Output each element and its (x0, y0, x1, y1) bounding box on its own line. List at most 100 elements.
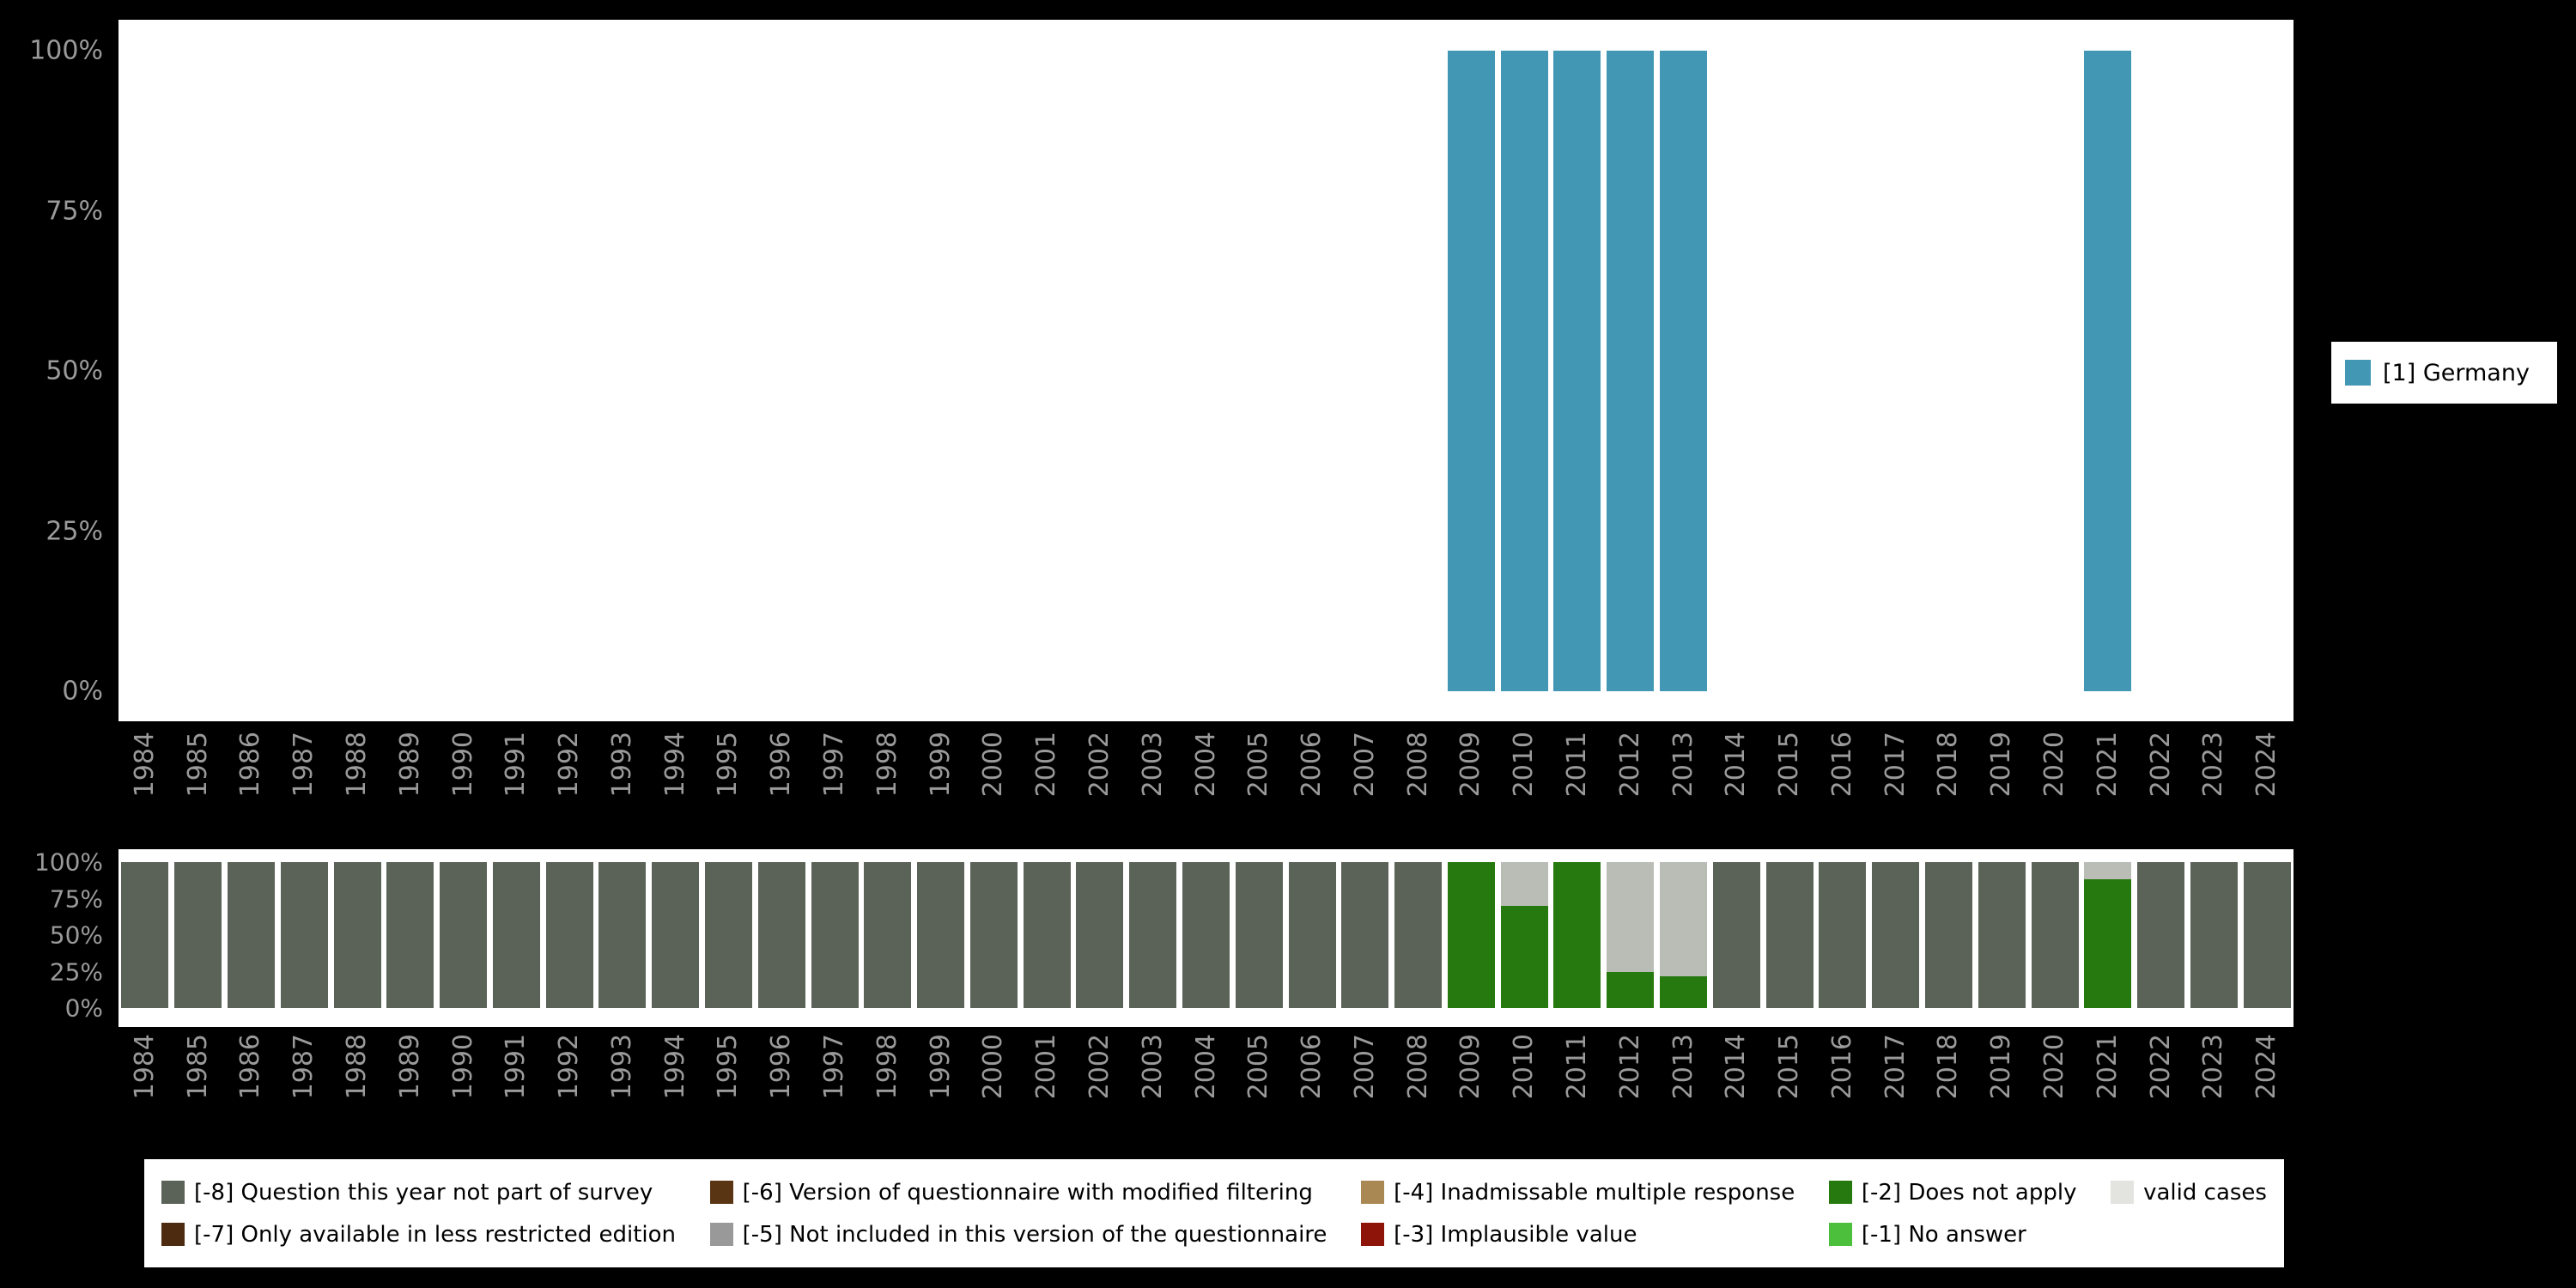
stack-2003 (1129, 862, 1177, 1008)
bar-slot-2010 (1498, 51, 1551, 691)
year-tick: 1985 (172, 1034, 225, 1128)
stack-slot-2014 (1710, 862, 1763, 1008)
stack-1995 (704, 862, 752, 1008)
stack-2010 (1500, 862, 1548, 1008)
year-tick: 2002 (1073, 1034, 1127, 1128)
year-tick: 2003 (1127, 1034, 1180, 1128)
year-tick-label: 2013 (1668, 732, 1698, 798)
stack-1994 (652, 862, 700, 1008)
bar-slot-1986 (225, 51, 278, 691)
stack-segment (280, 862, 328, 1008)
year-tick-label: 1998 (872, 732, 902, 798)
bar-slot-1996 (755, 51, 808, 691)
year-tick-label: 1997 (819, 732, 850, 798)
year-tick-label: 1996 (766, 1034, 797, 1100)
stack-slot-2020 (2028, 862, 2081, 1008)
stack-2024 (2243, 862, 2291, 1008)
year-tick: 2007 (1339, 732, 1392, 826)
legend-label: [-8] Question this year not part of surv… (194, 1179, 653, 1206)
year-tick: 2013 (1657, 732, 1710, 826)
year-tick: 1992 (543, 1034, 596, 1128)
stack-slot-2017 (1869, 862, 1923, 1008)
bar-slot-2012 (1604, 51, 1657, 691)
legend-item: [-3] Implausible value (1361, 1222, 1795, 1248)
year-tick: 2005 (1232, 1034, 1285, 1128)
year-tick: 2011 (1551, 732, 1604, 826)
stack-2007 (1341, 862, 1389, 1008)
bar-slot-2008 (1392, 51, 1445, 691)
bar-slot-1990 (437, 51, 490, 691)
bar-slot-1987 (277, 51, 331, 691)
stack-segment (1660, 862, 1708, 976)
year-tick: 2009 (1445, 1034, 1498, 1128)
y-tick-label: 75% (46, 196, 103, 226)
legend-swatch (161, 1223, 185, 1246)
stack-slot-2005 (1232, 862, 1285, 1008)
year-tick: 2015 (1763, 732, 1816, 826)
bar-slot-1998 (861, 51, 914, 691)
stack-segment (1500, 906, 1548, 1008)
y-tick-label: 100% (29, 35, 103, 66)
legend-label: [-6] Version of questionnaire with modif… (742, 1179, 1313, 1206)
stack-slot-2004 (1180, 862, 1233, 1008)
bar-slot-2014 (1710, 51, 1763, 691)
bar-slot-1993 (596, 51, 649, 691)
year-tick-label: 2011 (1561, 732, 1592, 798)
year-tick: 2023 (2187, 732, 2240, 826)
year-tick: 1989 (384, 1034, 437, 1128)
stack-slot-1984 (118, 862, 172, 1008)
year-tick-label: 2012 (1614, 1034, 1645, 1100)
top-chart-plot-area (118, 20, 2293, 721)
legend-item: [-6] Version of questionnaire with modif… (709, 1179, 1327, 1206)
stack-slot-2009 (1445, 862, 1498, 1008)
stack-1990 (440, 862, 488, 1008)
y-tick-label: 50% (46, 355, 103, 386)
legend-item: [-8] Question this year not part of surv… (161, 1180, 676, 1206)
bar-slot-2023 (2187, 51, 2240, 691)
year-tick-label: 1990 (447, 1034, 478, 1100)
stack-slot-1988 (331, 862, 384, 1008)
stack-segment (1553, 862, 1601, 1008)
year-tick-label: 1992 (554, 1034, 585, 1100)
stack-2023 (2190, 862, 2238, 1008)
stack-segment (174, 862, 222, 1008)
year-tick-label: 1996 (766, 732, 797, 798)
bar-slot-2000 (968, 51, 1021, 691)
bar-slot-1997 (808, 51, 861, 691)
year-tick: 2008 (1392, 732, 1445, 826)
stack-1998 (864, 862, 912, 1008)
stack-2009 (1447, 862, 1495, 1008)
bar-slot-2022 (2135, 51, 2188, 691)
stack-2011 (1553, 862, 1601, 1008)
year-tick: 1997 (808, 1034, 861, 1128)
year-tick-label: 2021 (2092, 1034, 2123, 1100)
year-tick: 2002 (1073, 732, 1127, 826)
stack-segment (1607, 862, 1655, 972)
year-tick: 2015 (1763, 1034, 1816, 1128)
stack-2021 (2084, 862, 2132, 1008)
y-tick-label: 75% (49, 884, 103, 913)
stack-segment (1819, 862, 1867, 1008)
year-tick: 1998 (861, 1034, 914, 1128)
bar-slot-1985 (172, 51, 225, 691)
legend-swatch (1361, 1181, 1385, 1204)
year-tick-label: 1992 (554, 732, 585, 798)
year-tick: 2021 (2081, 1034, 2135, 1128)
year-tick: 1991 (489, 1034, 543, 1128)
bottom-chart-year-labels: 1984 1985 1986 1987 1988 1989 1990 1991 1992 1993… (118, 1034, 2293, 1128)
bar-slot-1988 (331, 51, 384, 691)
year-tick-label: 2009 (1455, 1034, 1486, 1100)
stack-segment (598, 862, 647, 1008)
stack-2008 (1394, 862, 1443, 1008)
stack-segment (1978, 862, 2026, 1008)
year-tick: 1994 (649, 732, 702, 826)
year-tick-label: 1998 (872, 1034, 902, 1100)
legend-label: valid cases (2143, 1179, 2267, 1206)
year-tick: 2022 (2135, 1034, 2188, 1128)
bar-slot-2011 (1551, 51, 1604, 691)
year-tick: 2016 (1816, 732, 1869, 826)
stack-2022 (2137, 862, 2185, 1008)
bar-slot-1991 (489, 51, 543, 691)
stack-segment (704, 862, 752, 1008)
